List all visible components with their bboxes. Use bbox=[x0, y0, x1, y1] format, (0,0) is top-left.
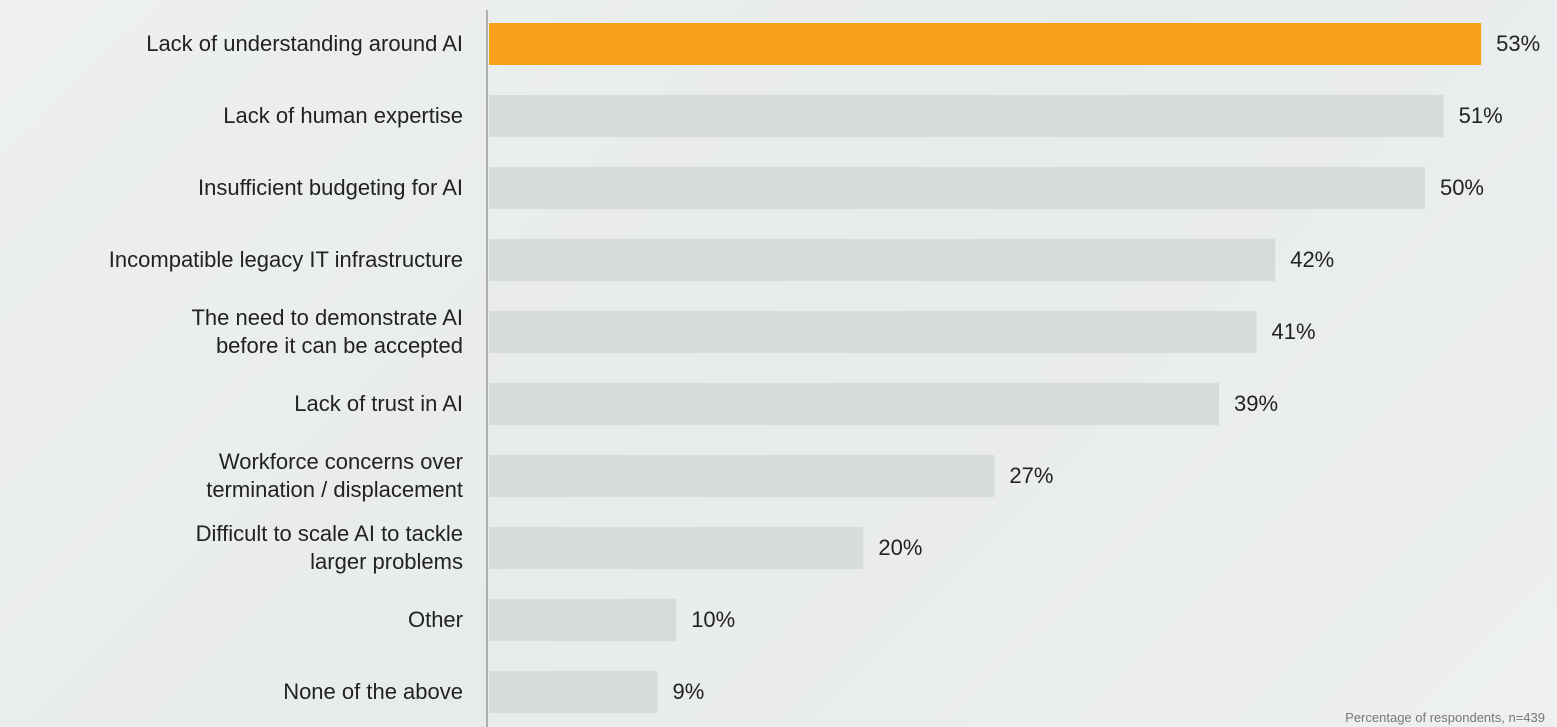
bar bbox=[489, 95, 1444, 137]
value-label: 9% bbox=[672, 679, 704, 704]
bar bbox=[489, 671, 658, 713]
bar bbox=[489, 527, 864, 569]
bar bbox=[489, 311, 1257, 353]
category-label: Other bbox=[407, 607, 463, 632]
value-label: 42% bbox=[1290, 247, 1334, 272]
bar bbox=[489, 383, 1220, 425]
bar bbox=[489, 239, 1276, 281]
value-label: 10% bbox=[691, 607, 735, 632]
value-label: 53% bbox=[1496, 31, 1540, 56]
bar bbox=[489, 455, 995, 497]
value-label: 27% bbox=[1009, 463, 1053, 488]
bar bbox=[489, 167, 1425, 209]
category-label: The need to demonstrate AI before it can… bbox=[191, 305, 463, 358]
value-label: 41% bbox=[1271, 319, 1315, 344]
bar bbox=[489, 599, 677, 641]
value-label: 20% bbox=[878, 535, 922, 560]
value-label: 39% bbox=[1234, 391, 1278, 416]
category-label: Lack of trust in AI bbox=[294, 391, 463, 416]
category-label: Lack of human expertise bbox=[223, 103, 463, 128]
category-label: Lack of understanding around AI bbox=[146, 31, 463, 56]
category-label: Workforce concerns over termination / di… bbox=[206, 449, 463, 502]
footnote: Percentage of respondents, n=439 bbox=[1345, 710, 1545, 725]
value-label: 50% bbox=[1440, 175, 1484, 200]
category-label: Incompatible legacy IT infrastructure bbox=[108, 247, 463, 272]
value-label: 51% bbox=[1459, 103, 1503, 128]
category-label: Difficult to scale AI to tackle larger p… bbox=[195, 521, 463, 574]
bar bbox=[489, 23, 1482, 65]
category-label: None of the above bbox=[283, 679, 463, 704]
category-label: Insufficient budgeting for AI bbox=[198, 175, 463, 200]
